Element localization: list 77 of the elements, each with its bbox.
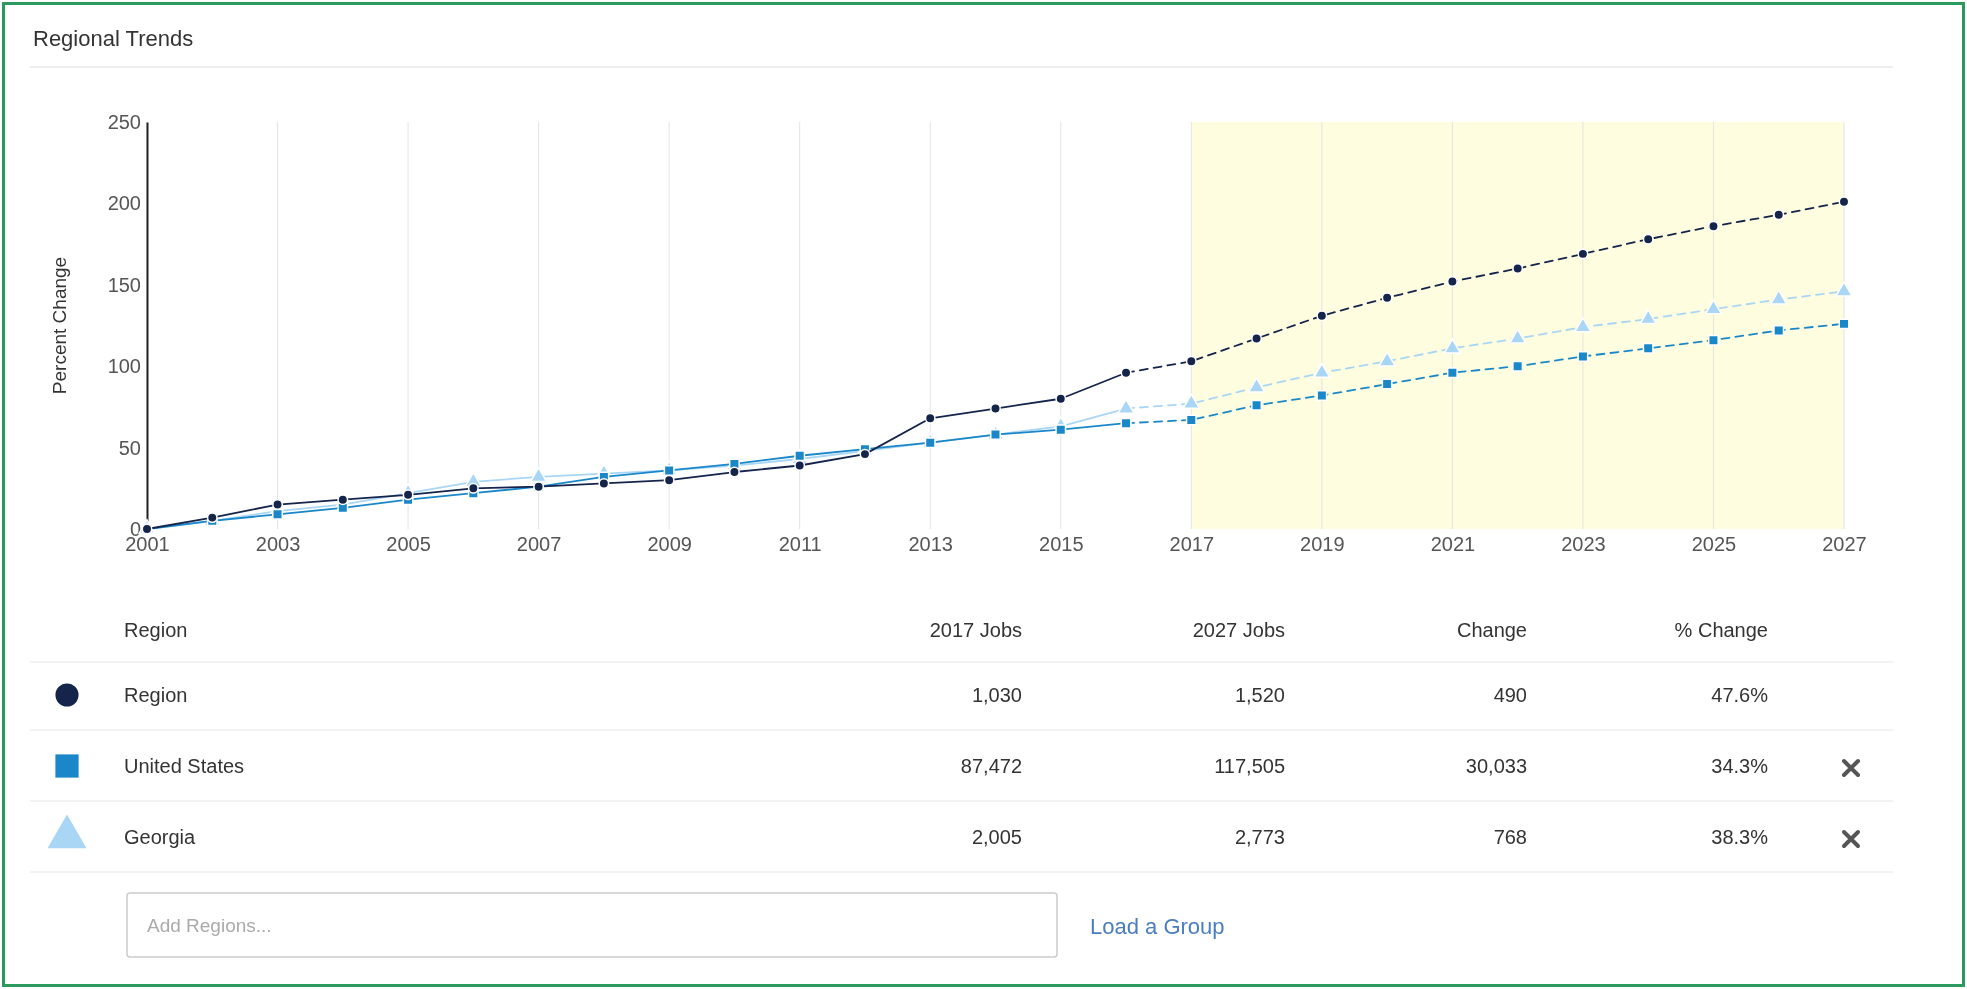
y-tick-label: 100 xyxy=(107,355,141,378)
point xyxy=(1639,309,1657,325)
point xyxy=(402,489,414,501)
text: 490 xyxy=(1493,684,1527,706)
y-tick-label: 150 xyxy=(107,273,141,296)
y-tick-label: 250 xyxy=(107,110,141,133)
point xyxy=(598,477,610,489)
y-tick-label: 50 xyxy=(118,436,141,459)
x-tick-label: 2021 xyxy=(1430,533,1476,556)
point xyxy=(1577,350,1589,362)
x-tick-label: 2007 xyxy=(516,533,562,556)
text: Add Regions... xyxy=(147,915,272,936)
point xyxy=(1316,310,1328,322)
x-tick-label: 2017 xyxy=(1169,533,1215,556)
x-tick-label: 2011 xyxy=(778,533,822,556)
point xyxy=(1707,220,1719,232)
point xyxy=(663,464,675,476)
x-tick-label: 2013 xyxy=(908,533,953,556)
text: 117,505 xyxy=(1214,755,1285,777)
point xyxy=(1055,424,1067,436)
point xyxy=(794,460,806,471)
text: 38.3% xyxy=(1711,826,1769,848)
point xyxy=(794,450,806,462)
point xyxy=(1316,390,1328,401)
text: 2,773 xyxy=(1234,826,1285,848)
point xyxy=(990,403,1001,414)
point xyxy=(1577,248,1589,260)
text: % Change xyxy=(1674,619,1768,641)
legend-label: Region xyxy=(124,684,188,706)
point xyxy=(1773,209,1785,221)
point xyxy=(1185,355,1197,367)
point xyxy=(1251,333,1263,344)
text: 87,472 xyxy=(960,755,1022,777)
x-tick-label: 2023 xyxy=(1561,533,1606,556)
legend-label: Georgia xyxy=(124,826,197,848)
x-tick-label: 2027 xyxy=(1822,533,1867,556)
point xyxy=(924,412,936,424)
point xyxy=(1642,233,1654,245)
x-tick-label: 2009 xyxy=(647,533,692,556)
text: 1,520 xyxy=(1234,684,1285,706)
point xyxy=(1251,399,1263,411)
text: Region xyxy=(124,619,188,641)
text: 2017 Jobs xyxy=(929,619,1022,641)
point xyxy=(1185,414,1197,426)
point xyxy=(1055,393,1067,405)
x-tick-label: 2019 xyxy=(1300,533,1345,556)
y-axis-title: Percent Change xyxy=(49,256,70,395)
text: 34.3% xyxy=(1711,755,1769,777)
text: Change xyxy=(1456,619,1527,641)
x-tick-label: 2003 xyxy=(255,533,301,556)
point xyxy=(1512,263,1524,274)
point xyxy=(1773,324,1785,336)
point xyxy=(1446,276,1458,287)
text: 2,005 xyxy=(971,826,1022,848)
point xyxy=(1381,292,1393,304)
x-tick-label: 2005 xyxy=(386,533,431,556)
point xyxy=(1512,360,1524,372)
x-tick-label: 2015 xyxy=(1039,533,1084,556)
point xyxy=(1446,367,1458,379)
point xyxy=(663,474,675,486)
x-tick-label: 2025 xyxy=(1691,533,1737,556)
text: 1,030 xyxy=(971,684,1022,706)
point xyxy=(467,482,479,494)
point xyxy=(272,508,284,520)
point xyxy=(1642,342,1654,354)
point xyxy=(1574,317,1592,333)
point xyxy=(1381,378,1393,390)
legend-label: United States xyxy=(124,755,245,777)
text: 2027 Jobs xyxy=(1192,619,1285,641)
point xyxy=(337,494,349,506)
text: Load a Group xyxy=(1090,914,1225,939)
text: 47.6% xyxy=(1711,684,1769,706)
text: 768 xyxy=(1493,826,1527,848)
chart-title: Regional Trends xyxy=(33,26,194,51)
y-tick-label: 200 xyxy=(107,192,141,215)
point xyxy=(1707,334,1719,346)
text: 30,033 xyxy=(1465,755,1527,777)
